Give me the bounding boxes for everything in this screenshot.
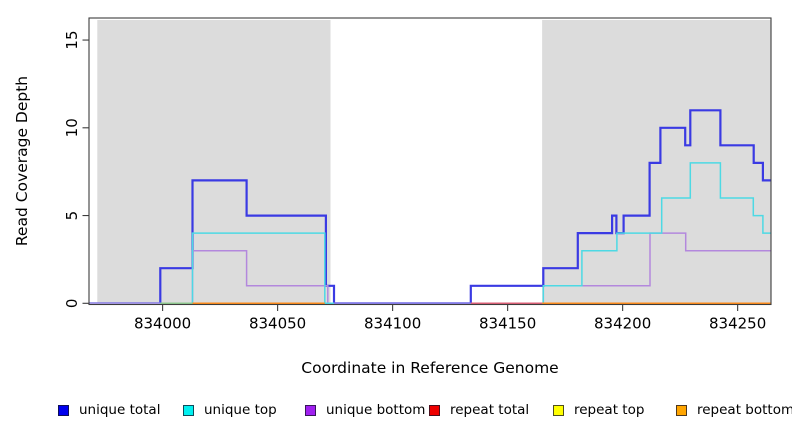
legend-item-unique-top: unique top bbox=[183, 402, 277, 418]
legend-swatch-unique-top bbox=[183, 404, 194, 416]
x-tick-label: 834150 bbox=[479, 315, 536, 333]
y-axis-title: Read Coverage Depth bbox=[13, 76, 31, 246]
x-tick-label: 834200 bbox=[594, 315, 651, 333]
legend-swatch-unique-bottom bbox=[305, 404, 316, 416]
axis-ticks: 834000 834050 834100 834150 834200 834250 0 5 10… bbox=[63, 31, 766, 333]
x-tick-label: 834000 bbox=[134, 315, 191, 333]
y-tick-label: 5 bbox=[63, 211, 81, 221]
y-tick-label: 15 bbox=[63, 31, 81, 50]
plot-frame bbox=[88, 17, 772, 306]
x-tick-label: 834250 bbox=[709, 315, 766, 333]
legend-item-repeat-bottom: repeat bottom bbox=[676, 402, 792, 418]
legend-label: repeat top bbox=[574, 402, 645, 418]
y-tick-label: 10 bbox=[63, 118, 81, 137]
y-tick-label: 0 bbox=[63, 299, 81, 309]
legend-item-unique-total: unique total bbox=[58, 402, 160, 418]
legend-swatch-repeat-bottom bbox=[676, 404, 687, 416]
shaded-regions bbox=[97, 20, 771, 304]
legend-item-repeat-top: repeat top bbox=[553, 402, 644, 418]
x-tick-label: 834050 bbox=[249, 315, 306, 333]
x-axis-title: Coordinate in Reference Genome bbox=[301, 359, 558, 377]
legend-swatch-repeat-total bbox=[429, 404, 440, 416]
series-line-unique-total bbox=[89, 109, 771, 305]
legend-item-unique-bottom: unique bottom bbox=[305, 402, 425, 418]
x-tick-label: 834100 bbox=[364, 315, 421, 333]
legend-swatch-repeat-top bbox=[553, 404, 564, 416]
legend-swatch-unique-total bbox=[58, 404, 69, 416]
legend-label: unique bottom bbox=[326, 402, 426, 418]
coverage-step-lines bbox=[89, 109, 771, 305]
series-line-unique-top bbox=[89, 162, 771, 305]
shaded-region bbox=[97, 20, 331, 304]
legend-label: repeat total bbox=[450, 402, 530, 418]
legend-label: unique top bbox=[204, 402, 277, 418]
legend-label: unique total bbox=[79, 402, 161, 418]
legend-label: repeat bottom bbox=[697, 402, 792, 418]
legend-item-repeat-total: repeat total bbox=[429, 402, 529, 418]
